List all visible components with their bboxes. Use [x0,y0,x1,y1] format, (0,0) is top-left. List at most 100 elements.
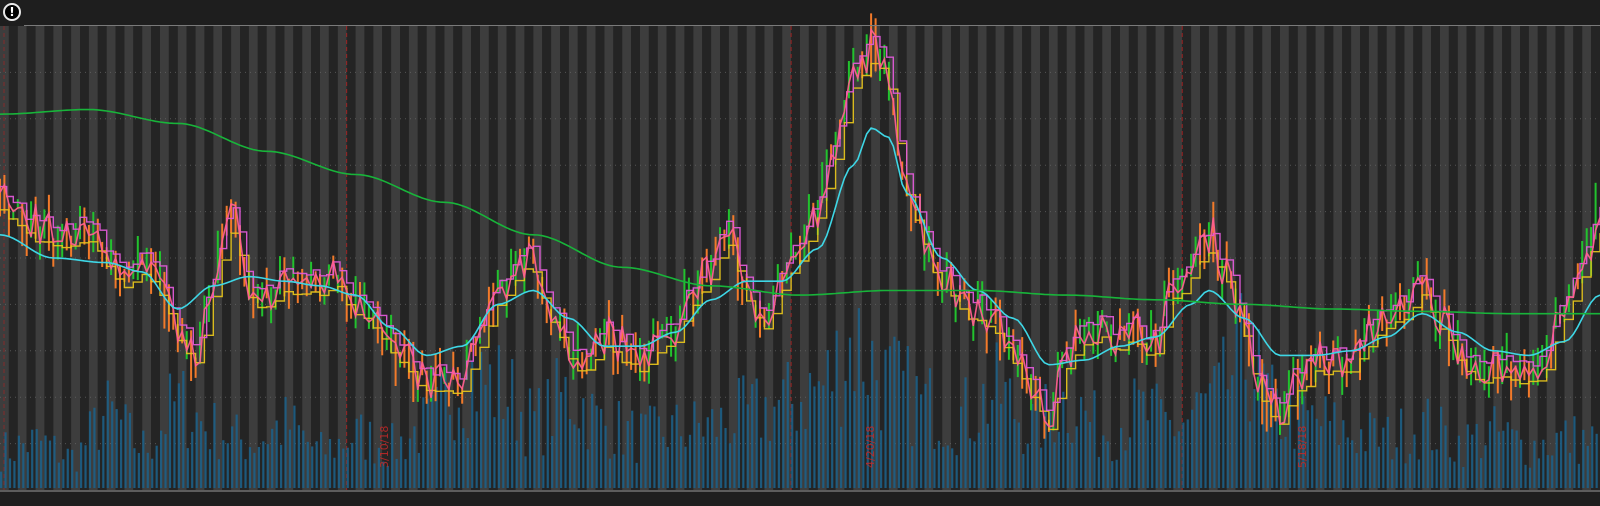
day-band [364,26,374,490]
volume-bar [520,411,523,488]
day-band [248,26,258,490]
volume-bar [715,436,718,488]
volume-bar [680,436,683,488]
volume-bar [315,441,318,488]
volume-bar [1102,435,1105,488]
volume-bar [142,430,145,488]
day-band [1262,26,1272,490]
volume-bar [1320,426,1323,488]
day-band [560,26,569,490]
volume-bar [1533,440,1536,488]
volume-bar [635,462,638,488]
day-band [462,26,472,490]
volume-bar [262,441,265,488]
volume-bar [1475,423,1478,488]
volume-bar [1537,458,1540,488]
volume-bar [1568,452,1572,488]
date-marker-label-2: 4/20/18 [864,425,877,468]
volume-bar [195,412,198,488]
volume-bar [671,415,674,488]
volume-bar [373,463,376,488]
volume-bar [1240,293,1243,488]
day-band [1253,26,1263,490]
day-band [1137,26,1147,490]
volume-bar [746,404,749,488]
volume-bar [582,398,585,488]
day-band [1537,26,1547,490]
day-band [888,26,898,490]
volume-bar [1035,390,1038,488]
volume-bar [97,449,100,488]
volume-bar [1057,431,1060,488]
ma-yellow-line [0,62,1600,431]
day-band [693,26,703,490]
volume-bar [1315,418,1318,488]
day-band [862,26,872,490]
volume-bar [1324,396,1327,488]
volume-bar [991,399,994,488]
volume-bar [137,453,140,488]
volume-bar [1066,433,1069,488]
volume-bar [75,471,78,488]
volume-bar [231,426,234,488]
volume-bar [1368,412,1372,488]
volume-bar [235,414,238,488]
volume-bar [413,426,416,488]
day-band [1342,26,1352,490]
day-band [1484,26,1494,490]
volume-bar [1088,422,1092,488]
day-band [257,26,267,490]
volume-bar [1244,379,1247,488]
volume-bar [711,409,714,488]
volume-bar [182,370,185,488]
day-band [773,26,783,490]
volume-bar [955,455,958,488]
volume-bar [1151,388,1154,488]
volume-bar [542,455,545,488]
volume-bar [1417,459,1420,488]
volume-bar [222,440,225,488]
volume-bar [537,388,540,488]
volume-bar [8,458,12,488]
volume-bar [897,340,900,488]
volume-bar [271,428,274,488]
volume-bar [266,444,269,488]
volume-bar [1408,453,1412,488]
volume-bar [0,471,3,488]
ma-long-green-line [0,108,1600,315]
volume-bar [360,414,363,488]
info-icon[interactable]: ! [3,3,21,21]
day-band [568,26,578,490]
volume-bar [462,428,465,488]
day-band [1360,26,1369,490]
volume-bar [817,381,820,488]
volume-bar [1275,388,1278,488]
volume-bar [1555,432,1558,488]
day-band [808,26,818,490]
volume-bar [813,386,816,488]
volume-bar [1306,410,1309,488]
volume-bar [1142,391,1145,488]
volume-bar [551,436,554,488]
volume-bar [1111,461,1114,488]
volume-bar [968,438,972,488]
volume-bar [515,440,518,488]
volume-bar [1506,422,1509,488]
day-band [1057,26,1067,490]
volume-bar [528,388,532,488]
day-band [1066,26,1076,490]
volume-bar [1071,442,1074,488]
volume-bar [960,406,963,488]
volume-bar [444,373,447,488]
day-band [1173,26,1183,490]
volume-bar [982,383,985,488]
volume-bar [546,379,549,488]
volume-bar [106,380,109,488]
volume-bar [1288,392,1292,488]
day-band [666,26,676,490]
volume-bar [906,346,909,488]
volume-bar [964,377,967,488]
volume-bar [702,436,705,488]
